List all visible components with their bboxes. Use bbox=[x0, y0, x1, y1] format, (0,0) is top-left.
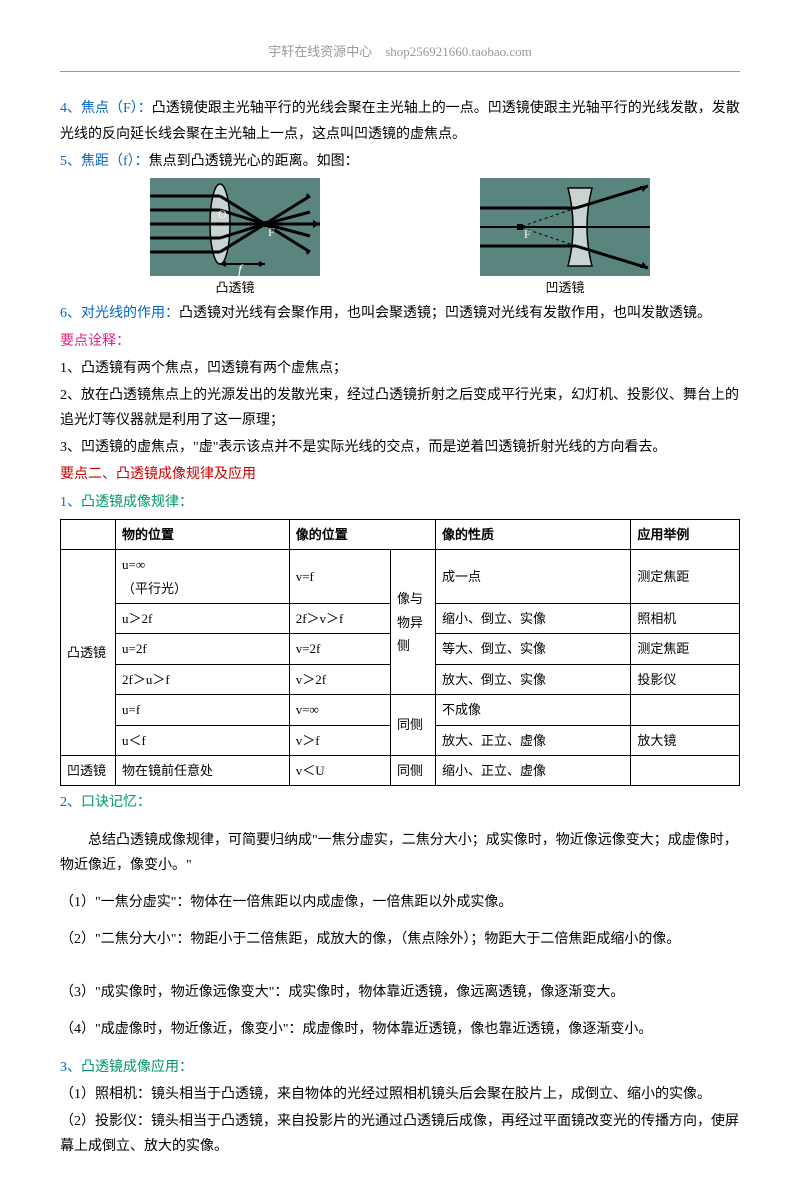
yd-2: 2、放在凸透镜焦点上的光源发出的发散光束，经过凸透镜折射之后变成平行光束，幻灯机… bbox=[60, 383, 740, 433]
r6-pos: 物在镜前任意处 bbox=[116, 755, 290, 785]
svg-text:F: F bbox=[524, 227, 531, 241]
r4-pos: u=f bbox=[116, 695, 290, 725]
svg-text:O: O bbox=[218, 207, 227, 221]
r3-app: 投影仪 bbox=[631, 664, 740, 694]
fig2-caption: 凹透镜 bbox=[480, 276, 650, 299]
point-6: 6、对光线的作用：凸透镜对光线有会聚作用，也叫会聚透镜；凹透镜对光线有发散作用，… bbox=[60, 301, 740, 326]
yd-1: 1、凸透镜有两个焦点，凹透镜有两个虚焦点； bbox=[60, 356, 740, 381]
r5-app: 放大镜 bbox=[631, 725, 740, 755]
th-app: 应用举例 bbox=[631, 519, 740, 549]
sec2-1: 1、凸透镜成像规律： bbox=[60, 490, 740, 515]
cell-concave-label: 凹透镜 bbox=[61, 755, 116, 785]
convex-lens-diagram: O F f bbox=[150, 178, 320, 276]
r3-img: v＞2f bbox=[289, 664, 390, 694]
sec2-1-num: 1、 bbox=[60, 495, 81, 510]
th-nature: 像的性质 bbox=[436, 519, 631, 549]
sec2-3-i1: （1）照相机：镜头相当于凸透镜，来自物体的光经过照相机镜头后会聚在胶片上，成倒立… bbox=[60, 1082, 740, 1107]
svg-text:F: F bbox=[268, 225, 275, 239]
r3-pos: 2f＞u＞f bbox=[116, 664, 290, 694]
r5-img: v＞f bbox=[289, 725, 390, 755]
figure-convex: O F f 凸透镜 bbox=[150, 178, 320, 299]
r5-nat: 放大、正立、虚像 bbox=[436, 725, 631, 755]
sec2-2-i1: （1）"一焦分虚实"：物体在一倍焦距以内成虚像，一倍焦距以外成实像。 bbox=[60, 890, 740, 915]
sec2-2-p1: 总结凸透镜成像规律，可简要归纳成"一焦分虚实，二焦分大小；成实像时，物近像远像变… bbox=[60, 828, 740, 878]
r6-side: 同侧 bbox=[391, 755, 436, 785]
sec2-2-i3: （3）"成实像时，物近像远像变大"：成实像时，物体靠近透镜，像远离透镜，像逐渐变… bbox=[60, 980, 740, 1005]
th-img-pos: 像的位置 bbox=[289, 519, 435, 549]
sec2-2-i4: （4）"成虚像时，物近像近，像变小"：成虚像时，物体靠近透镜，像也靠近透镜，像逐… bbox=[60, 1017, 740, 1042]
cell-side-opp: 像与物异侧 bbox=[391, 550, 436, 695]
figure-row: O F f 凸透镜 F bbox=[60, 178, 740, 299]
r0-pos: u=∞ （平行光） bbox=[116, 550, 290, 604]
r3-nat: 放大、倒立、实像 bbox=[436, 664, 631, 694]
th-obj-pos: 物的位置 bbox=[116, 519, 290, 549]
sec2-3-i2: （2）投影仪：镜头相当于凸透镜，来自投影片的光通过凸透镜后成像，再经过平面镜改变… bbox=[60, 1109, 740, 1159]
r4-img: v=∞ bbox=[289, 695, 390, 725]
sec2-1-txt: 凸透镜成像规律： bbox=[81, 495, 193, 510]
r4-app bbox=[631, 695, 740, 725]
point-5: 5、焦距（f）：焦点到凸透镜光心的距离。如图： bbox=[60, 149, 740, 174]
concave-lens-diagram: F bbox=[480, 178, 650, 276]
sec2-2-num: 2、 bbox=[60, 795, 81, 810]
r0-nat: 成一点 bbox=[436, 550, 631, 604]
r2-app: 测定焦距 bbox=[631, 634, 740, 664]
figure-concave: F 凹透镜 bbox=[480, 178, 650, 299]
sec2-3-txt: 凸透镜成像应用： bbox=[81, 1060, 193, 1075]
p6-num: 6、对光线的作用： bbox=[60, 306, 179, 321]
sec2-2: 2、口诀记忆： bbox=[60, 790, 740, 815]
sec2-2-txt: 口诀记忆： bbox=[81, 795, 151, 810]
r0-img: v=f bbox=[289, 550, 390, 604]
imaging-table: 物的位置 像的位置 像的性质 应用举例 凸透镜 u=∞ （平行光） v=f 像与… bbox=[60, 519, 740, 787]
r6-app bbox=[631, 755, 740, 785]
sec2-2-i2: （2）"二焦分大小"：物距小于二倍焦距，成放大的像，（焦点除外）；物距大于二倍焦… bbox=[60, 927, 740, 952]
p4-num: 4、焦点（F）： bbox=[60, 101, 152, 116]
r6-nat: 缩小、正立、虚像 bbox=[436, 755, 631, 785]
sec2-3-num: 3、 bbox=[60, 1060, 81, 1075]
cell-side-same: 同侧 bbox=[391, 695, 436, 756]
p4-text: 凸透镜使跟主光轴平行的光线会聚在主光轴上的一点。凹透镜使跟主光轴平行的光线发散，… bbox=[60, 101, 740, 141]
yaodian-title: 要点诠释： bbox=[60, 329, 740, 354]
r1-nat: 缩小、倒立、实像 bbox=[436, 604, 631, 634]
r0-app: 测定焦距 bbox=[631, 550, 740, 604]
r2-pos: u=2f bbox=[116, 634, 290, 664]
yd-3: 3、凹透镜的虚焦点，"虚"表示该点并不是实际光线的交点，而是逆着凹透镜折射光线的… bbox=[60, 435, 740, 460]
point-4: 4、焦点（F）：凸透镜使跟主光轴平行的光线会聚在主光轴上的一点。凹透镜使跟主光轴… bbox=[60, 96, 740, 146]
p6-text: 凸透镜对光线有会聚作用，也叫会聚透镜；凹透镜对光线有发散作用，也叫发散透镜。 bbox=[179, 306, 711, 321]
section-2-title: 要点二、凸透镜成像规律及应用 bbox=[60, 462, 740, 487]
r1-app: 照相机 bbox=[631, 604, 740, 634]
r1-img: 2f＞v＞f bbox=[289, 604, 390, 634]
r2-nat: 等大、倒立、实像 bbox=[436, 634, 631, 664]
page-header: 宇轩在线资源中心 shop256921660.taobao.com bbox=[60, 40, 740, 72]
r2-img: v=2f bbox=[289, 634, 390, 664]
p5-num: 5、焦距（f）： bbox=[60, 154, 149, 169]
th-lens bbox=[61, 519, 116, 549]
r1-pos: u＞2f bbox=[116, 604, 290, 634]
fig1-caption: 凸透镜 bbox=[150, 276, 320, 299]
r5-pos: u＜f bbox=[116, 725, 290, 755]
cell-convex-label: 凸透镜 bbox=[61, 550, 116, 756]
p5-text: 焦点到凸透镜光心的距离。如图： bbox=[149, 154, 359, 169]
r6-img: v＜U bbox=[289, 755, 390, 785]
r4-nat: 不成像 bbox=[436, 695, 631, 725]
sec2-3: 3、凸透镜成像应用： bbox=[60, 1055, 740, 1080]
